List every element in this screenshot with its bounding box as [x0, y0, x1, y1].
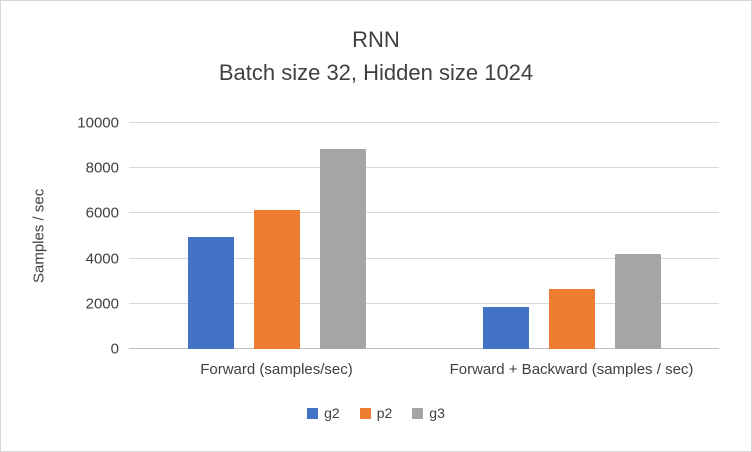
x-category-label: Forward (samples/sec)	[200, 361, 353, 378]
y-tick-label: 4000	[85, 250, 119, 268]
chart-subtitle: Batch size 32, Hidden size 1024	[218, 60, 534, 86]
legend-item-p2: p2	[359, 405, 393, 421]
x-axis-line	[129, 348, 719, 349]
legend-label-g3: g3	[429, 405, 445, 421]
y-tick-label: 0	[110, 340, 119, 358]
plot-area	[129, 122, 719, 349]
legend-swatch-p2	[359, 407, 371, 419]
y-tick-label: 6000	[85, 204, 119, 222]
legend: g2 p2 g3	[1, 405, 751, 421]
y-tick-label: 2000	[85, 295, 119, 313]
x-category-label: Forward + Backward (samples / sec)	[449, 361, 694, 378]
legend-label-g2: g2	[324, 405, 340, 421]
bar-g2	[187, 237, 234, 349]
x-axis-labels: Forward (samples/sec) Forward + Backward …	[129, 361, 719, 378]
chart-title: RNN	[352, 27, 400, 52]
gridline	[129, 257, 719, 259]
bar-group	[129, 123, 424, 349]
legend-label-p2: p2	[376, 405, 393, 421]
gridline	[129, 212, 719, 214]
bar-g3	[614, 254, 661, 349]
bar-p2	[253, 210, 300, 349]
bar-g2	[482, 307, 529, 349]
legend-swatch-g3	[412, 407, 424, 419]
chart-title-block: RNN Batch size 32, Hidden size 1024	[1, 27, 751, 87]
bar-g3	[319, 149, 366, 349]
bar-group	[424, 123, 719, 349]
y-axis-ticks: 0 2000 4000 6000 8000 10000	[1, 116, 119, 357]
y-tick-label: 8000	[85, 159, 119, 177]
bar-p2	[548, 289, 595, 349]
legend-item-g2: g2	[307, 405, 340, 421]
gridline	[129, 302, 719, 304]
legend-item-g3: g3	[412, 405, 445, 421]
bar-groups	[129, 123, 719, 349]
gridline	[129, 122, 719, 123]
y-tick-label: 10000	[77, 114, 119, 132]
grid-layer	[129, 122, 719, 349]
gridline	[129, 167, 719, 169]
legend-swatch-g2	[307, 407, 319, 419]
